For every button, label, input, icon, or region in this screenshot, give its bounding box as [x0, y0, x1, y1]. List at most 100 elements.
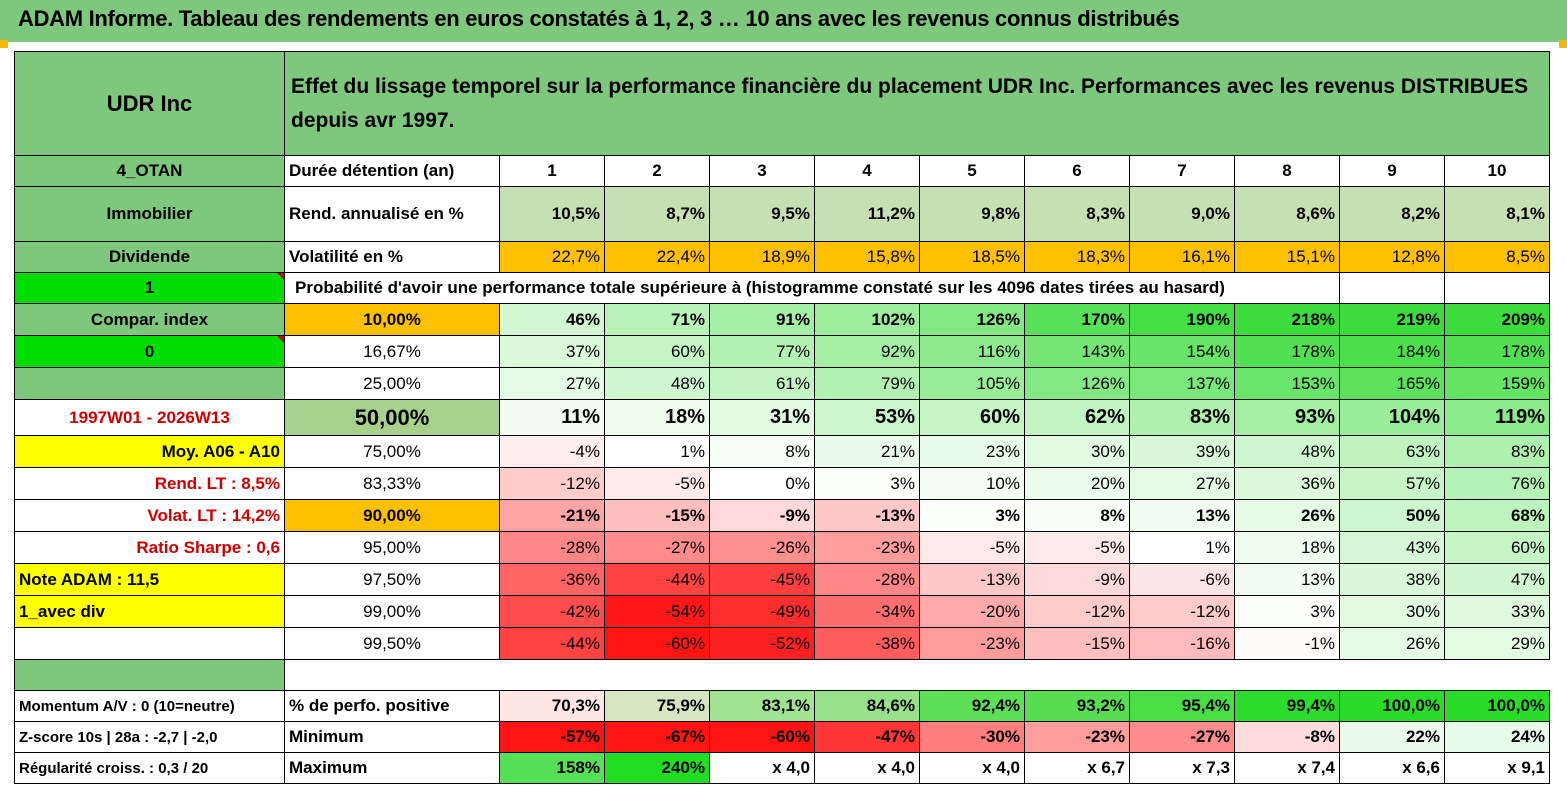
min-value: -23% — [1024, 721, 1130, 753]
proba-value: 184% — [1339, 335, 1445, 368]
left-info: Volat. LT : 14,2% — [14, 499, 285, 532]
proba-value: 83% — [1444, 435, 1550, 468]
proba-value: -26% — [709, 531, 815, 564]
year-header: 5 — [919, 155, 1025, 187]
proba-value: 83% — [1129, 399, 1235, 436]
proba-value: 39% — [1129, 435, 1235, 468]
proba-value: 3% — [814, 467, 920, 500]
proba-value: -36% — [499, 563, 605, 596]
proba-value: 143% — [1024, 335, 1130, 368]
perfpos-value: 100,0% — [1444, 690, 1550, 722]
proba-value: 48% — [604, 367, 710, 400]
proba-value: 36% — [1234, 467, 1340, 500]
proba-label: Probabilité d'avoir une performance tota… — [284, 272, 1340, 304]
proba-value: -44% — [604, 563, 710, 596]
proba-value: 29% — [1444, 627, 1550, 660]
table-row: Z-score 10s | 28a : -2,7 | -2,0 Minimum -5… — [14, 721, 1550, 753]
max-value: 158% — [499, 752, 605, 784]
rend-value: 11,2% — [814, 186, 920, 242]
empty-cell — [1339, 272, 1445, 304]
proba-value: 8% — [1024, 499, 1130, 532]
proba-value: 30% — [1024, 435, 1130, 468]
perfpos-value: 100,0% — [1339, 690, 1445, 722]
proba-value: 1% — [1129, 531, 1235, 564]
proba-value: 21% — [814, 435, 920, 468]
percentile: 99,50% — [284, 627, 500, 660]
proba-value: 165% — [1339, 367, 1445, 400]
table-row: Compar. index 10,00% 46% 71% 91% 102% 126% 170%… — [14, 303, 1550, 336]
min-value: -27% — [1129, 721, 1235, 753]
max-value: 240% — [604, 752, 710, 784]
proba-value: 1% — [604, 435, 710, 468]
proba-value: -5% — [919, 531, 1025, 564]
proba-value: 209% — [1444, 303, 1550, 336]
proba-value: 116% — [919, 335, 1025, 368]
percentile: 50,00% — [284, 399, 500, 436]
proba-value: 79% — [814, 367, 920, 400]
spacer — [285, 660, 1550, 691]
max-value: x 4,0 — [814, 752, 920, 784]
vol-value: 12,8% — [1339, 241, 1445, 273]
regularite-label: Régularité croiss. : 0,3 / 20 — [14, 752, 285, 784]
perfpos-value: 95,4% — [1129, 690, 1235, 722]
max-value: x 7,3 — [1129, 752, 1235, 784]
corner-marker — [1559, 40, 1567, 48]
proba-value: 126% — [1024, 367, 1130, 400]
proba-value: 68% — [1444, 499, 1550, 532]
vol-value: 22,7% — [499, 241, 605, 273]
percentile: 16,67% — [284, 335, 500, 368]
percentile: 95,00% — [284, 531, 500, 564]
proba-value: -27% — [604, 531, 710, 564]
proba-value: 47% — [1444, 563, 1550, 596]
proba-value: 26% — [1234, 499, 1340, 532]
proba-value: -49% — [709, 595, 815, 628]
rend-value: 9,5% — [709, 186, 815, 242]
spacer-green — [14, 659, 285, 691]
proba-value: 105% — [919, 367, 1025, 400]
proba-value: -28% — [814, 563, 920, 596]
header-description: Effet du lissage temporel sur la perform… — [284, 51, 1550, 156]
percentile: 75,00% — [284, 435, 500, 468]
proba-value: -6% — [1129, 563, 1235, 596]
proba-value: -60% — [604, 627, 710, 660]
proba-value: -9% — [709, 499, 815, 532]
min-value: -67% — [604, 721, 710, 753]
sector-label: Immobilier — [14, 186, 285, 242]
proba-value: -20% — [919, 595, 1025, 628]
table-row: Régularité croiss. : 0,3 / 20 Maximum 158%… — [14, 752, 1550, 784]
proba-value: -12% — [499, 467, 605, 500]
proba-value: 63% — [1339, 435, 1445, 468]
rend-value: 8,2% — [1339, 186, 1445, 242]
min-value: -30% — [919, 721, 1025, 753]
year-header: 2 — [604, 155, 710, 187]
proba-value: -5% — [604, 467, 710, 500]
proba-value: 3% — [919, 499, 1025, 532]
left-info — [14, 627, 285, 660]
proba-value: -4% — [499, 435, 605, 468]
vol-value: 18,3% — [1024, 241, 1130, 273]
corner-marker — [0, 40, 8, 48]
proba-value: 18% — [604, 399, 710, 436]
proba-value: 60% — [604, 335, 710, 368]
vol-value: 15,8% — [814, 241, 920, 273]
proba-value: 62% — [1024, 399, 1130, 436]
perfpos-value: 83,1% — [709, 690, 815, 722]
proba-value: -44% — [499, 627, 605, 660]
proba-value: 219% — [1339, 303, 1445, 336]
proba-value: 11% — [499, 399, 605, 436]
year-header: 4 — [814, 155, 920, 187]
proba-value: -52% — [709, 627, 815, 660]
proba-value: 126% — [919, 303, 1025, 336]
min-value: -57% — [499, 721, 605, 753]
table-row: 99,50% -44% -60% -52% -38% -23% -15% -16% -1% 26%… — [14, 627, 1550, 660]
proba-value: 53% — [814, 399, 920, 436]
table-row: 1_avec div 99,00% -42% -54% -49% -34% -20% -12%… — [14, 595, 1550, 628]
proba-value: 27% — [499, 367, 605, 400]
year-header: 10 — [1444, 155, 1550, 187]
min-value: -60% — [709, 721, 815, 753]
proba-value: 159% — [1444, 367, 1550, 400]
proba-value: 26% — [1339, 627, 1445, 660]
proba-value: 76% — [1444, 467, 1550, 500]
rend-value: 8,6% — [1234, 186, 1340, 242]
rend-value: 8,3% — [1024, 186, 1130, 242]
